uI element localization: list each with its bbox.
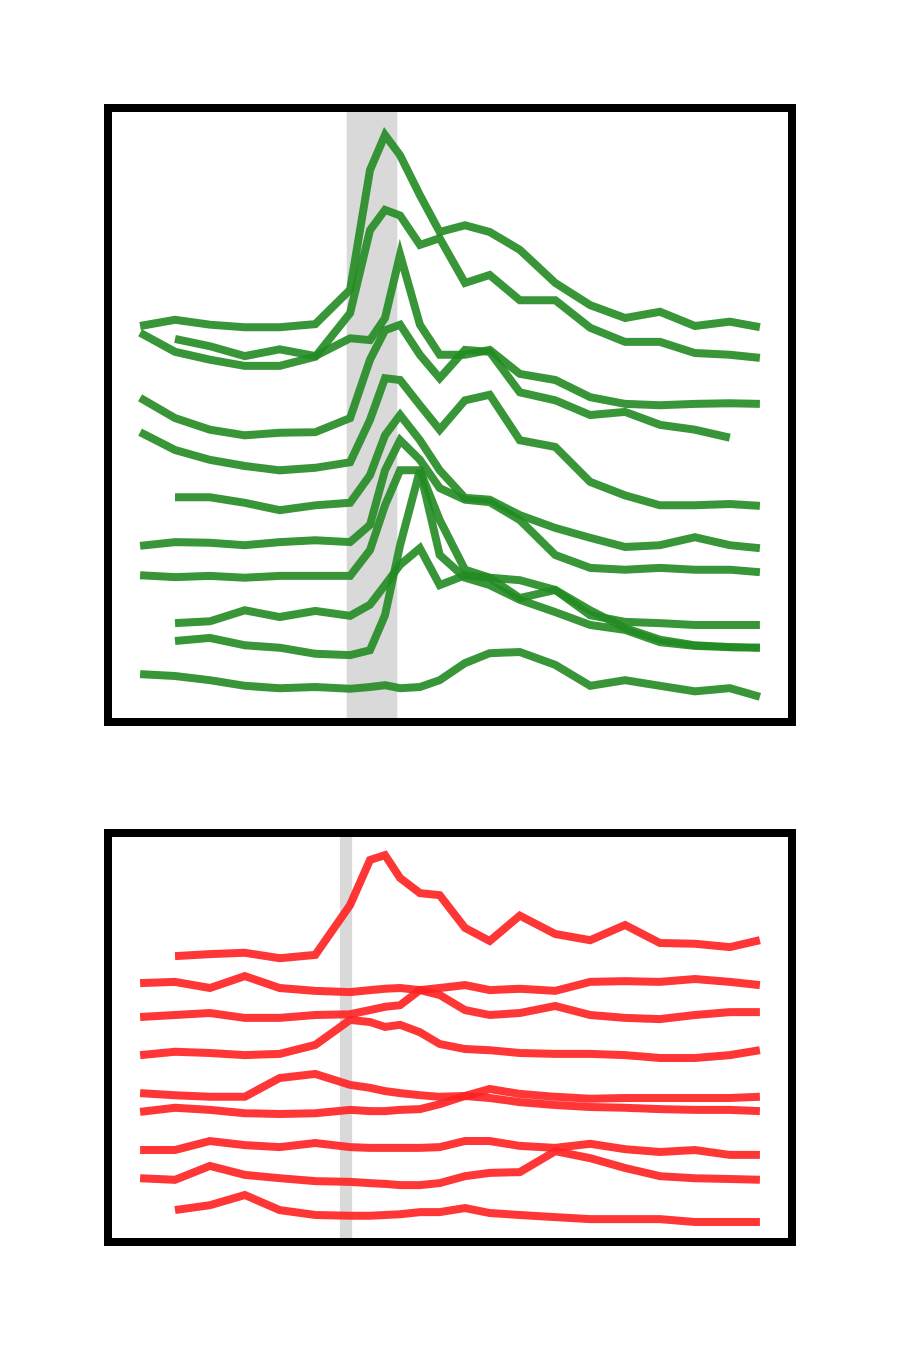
trace-line bbox=[139, 127, 761, 332]
trace-line bbox=[140, 1136, 760, 1159]
trace-line bbox=[138, 205, 761, 370]
plot-frame bbox=[104, 104, 796, 726]
trace-line bbox=[139, 1069, 761, 1116]
trace-line bbox=[139, 433, 761, 577]
trace-line bbox=[139, 1084, 761, 1119]
trace-line bbox=[174, 541, 760, 629]
trace-line bbox=[174, 850, 761, 963]
trace-line bbox=[138, 373, 761, 510]
trace-line bbox=[139, 1146, 761, 1190]
shaded-span bbox=[339, 833, 353, 1242]
trace-line bbox=[174, 1190, 760, 1226]
trace-line bbox=[139, 1015, 761, 1062]
trace-line bbox=[174, 469, 760, 660]
trace-line bbox=[175, 408, 761, 553]
trace-line bbox=[139, 647, 761, 701]
trace-line bbox=[174, 238, 760, 410]
trace-line bbox=[138, 319, 731, 442]
trace-line bbox=[139, 971, 761, 997]
plot-frame bbox=[104, 829, 796, 1246]
trace-line bbox=[139, 985, 760, 1024]
